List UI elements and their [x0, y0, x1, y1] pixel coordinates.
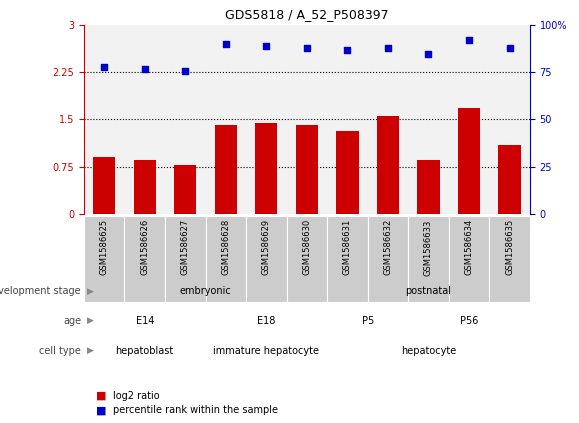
FancyBboxPatch shape: [124, 216, 165, 302]
Text: GSM1586633: GSM1586633: [424, 219, 433, 275]
FancyBboxPatch shape: [449, 216, 489, 302]
FancyBboxPatch shape: [84, 216, 124, 302]
Bar: [499, 145, 521, 214]
Point: [383, 44, 393, 51]
Text: embryonic: embryonic: [179, 286, 232, 297]
Text: ▶: ▶: [87, 346, 94, 355]
Text: immature hepatocyte: immature hepatocyte: [213, 346, 320, 356]
Point: [464, 37, 474, 44]
FancyBboxPatch shape: [489, 216, 530, 302]
Title: GDS5818 / A_52_P508397: GDS5818 / A_52_P508397: [225, 8, 389, 22]
Bar: [174, 165, 196, 214]
Text: hepatocyte: hepatocyte: [401, 346, 456, 356]
Point: [221, 41, 230, 48]
Text: GSM1586629: GSM1586629: [262, 219, 271, 275]
Text: hepatoblast: hepatoblast: [116, 346, 174, 356]
Text: postnatal: postnatal: [405, 286, 452, 297]
Bar: [417, 160, 439, 214]
Bar: [458, 108, 480, 214]
FancyBboxPatch shape: [287, 216, 327, 302]
Text: GSM1586635: GSM1586635: [505, 219, 514, 275]
Text: GSM1586627: GSM1586627: [181, 219, 190, 275]
Text: ▶: ▶: [87, 287, 94, 296]
Bar: [377, 116, 399, 214]
Point: [262, 43, 271, 49]
Text: GSM1586628: GSM1586628: [221, 219, 230, 275]
Point: [424, 50, 433, 57]
Bar: [336, 131, 358, 214]
Bar: [93, 157, 115, 214]
Text: ■: ■: [96, 390, 106, 401]
Point: [181, 67, 190, 74]
Text: GSM1586631: GSM1586631: [343, 219, 352, 275]
Text: percentile rank within the sample: percentile rank within the sample: [113, 405, 278, 415]
Text: GSM1586634: GSM1586634: [464, 219, 474, 275]
Text: development stage: development stage: [0, 286, 81, 297]
Text: P56: P56: [460, 316, 478, 326]
FancyBboxPatch shape: [246, 216, 287, 302]
Text: log2 ratio: log2 ratio: [113, 390, 160, 401]
Text: P5: P5: [361, 316, 374, 326]
Bar: [134, 160, 156, 214]
Point: [100, 63, 109, 70]
Point: [302, 44, 312, 51]
FancyBboxPatch shape: [165, 216, 206, 302]
Text: GSM1586625: GSM1586625: [100, 219, 109, 275]
Text: GSM1586632: GSM1586632: [383, 219, 393, 275]
Text: ▶: ▶: [87, 316, 94, 325]
Point: [343, 47, 352, 53]
Text: E18: E18: [257, 316, 276, 326]
Text: E14: E14: [135, 316, 154, 326]
Text: ■: ■: [96, 405, 106, 415]
Text: GSM1586626: GSM1586626: [140, 219, 149, 275]
Point: [505, 44, 514, 51]
Text: GSM1586630: GSM1586630: [302, 219, 312, 275]
FancyBboxPatch shape: [206, 216, 246, 302]
FancyBboxPatch shape: [368, 216, 408, 302]
Bar: [255, 123, 277, 214]
Text: age: age: [63, 316, 81, 326]
Bar: [296, 124, 318, 214]
FancyBboxPatch shape: [327, 216, 368, 302]
Bar: [215, 124, 237, 214]
Text: cell type: cell type: [39, 346, 81, 356]
Point: [140, 65, 149, 72]
FancyBboxPatch shape: [408, 216, 449, 302]
